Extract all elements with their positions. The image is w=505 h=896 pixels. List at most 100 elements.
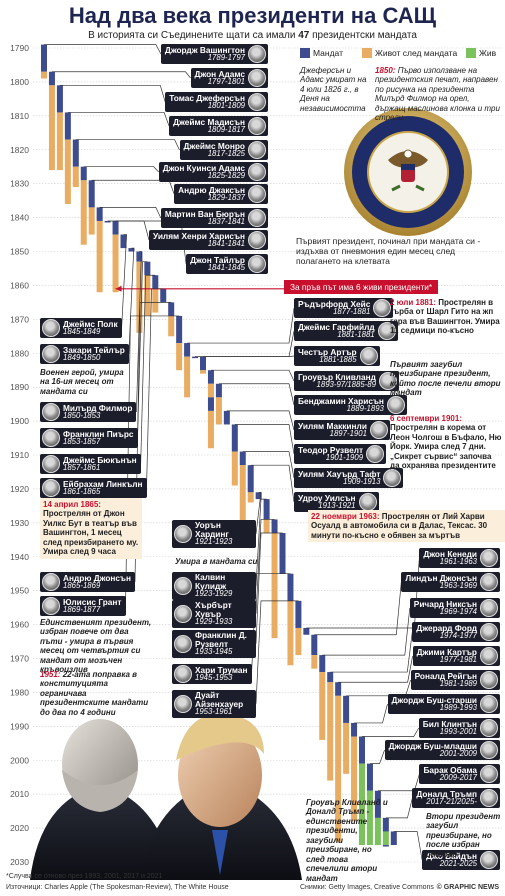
annotation-text: Втори президент загубил преизбиране, но … <box>426 812 501 859</box>
president-years: 1901-1909 <box>325 453 364 463</box>
president-label: Джордж Буш-младши 2001-2009 <box>384 740 500 760</box>
term-bar <box>160 288 167 303</box>
president-years: 1913-1921 <box>318 501 356 511</box>
president-label: Бенджамин Харисън 1889-1893 <box>294 395 407 415</box>
y-tick-label: 1840 <box>10 213 29 223</box>
president-photo <box>248 45 266 63</box>
president-name: Доналд Тръмп <box>416 788 477 799</box>
y-tick-label: 1930 <box>10 518 29 528</box>
connector <box>255 600 299 704</box>
president-label: Джордж Вашингтон 1789-1797 <box>160 44 268 64</box>
annotation-text: Първият загубил преизбиране президент, к… <box>390 360 501 398</box>
president-name: Джеймс Бюкънън <box>63 454 137 465</box>
seal-shield-top <box>401 164 415 170</box>
president-years: 1817-1825 <box>207 149 245 159</box>
label-text: Гроувър Кливланд 1893-97/1885-89 <box>298 372 376 390</box>
annotation-text: Умира в мандата си <box>175 557 258 566</box>
president-name: Уилям Хенри Харисън <box>152 230 245 241</box>
after-office-bar <box>56 112 63 171</box>
president-years: 1893-97/1885-89 <box>316 380 376 390</box>
annotation: 1951: 22-ата поправка в конституцията ог… <box>40 670 152 717</box>
label-text: Барак Обама 2009-2017 <box>423 764 477 783</box>
connector <box>218 383 295 406</box>
after-office-bar <box>231 451 238 486</box>
y-tick-label: 1960 <box>10 620 29 630</box>
president-photo <box>42 345 60 363</box>
president-label: Джордж Буш-старши 1989-1993 <box>387 694 500 714</box>
president-photo <box>248 185 266 203</box>
term-bar <box>120 234 127 249</box>
label-text: Юлисис Грант 1869-1877 <box>63 597 122 615</box>
y-tick-label: 1900 <box>10 416 29 426</box>
after-office-bar <box>311 655 318 669</box>
president-label: Гроувър Кливланд 1893-97/1885-89 <box>294 371 399 391</box>
label-text: Удроу Уилсън 1913-1921 <box>298 493 356 511</box>
after-office-bar <box>41 71 47 79</box>
president-photo <box>480 851 498 869</box>
label-text: Линдън Джонсън 1963-1969 <box>405 573 477 591</box>
annotation-text: 22-ата поправка в конституцията огранича… <box>40 670 149 717</box>
after-office-bar <box>176 343 183 371</box>
connectors <box>44 44 423 861</box>
president-name: Барак Обама <box>423 764 477 775</box>
annotation-lead: 22 ноември 1963: <box>311 512 380 521</box>
president-name: Теодор Рузвелт <box>298 444 364 455</box>
credit: © GRAPHIC NEWS <box>436 884 499 891</box>
president-photo <box>480 741 498 759</box>
president-years: 1841-1845 <box>207 263 245 273</box>
president-label: Барак Обама 2009-2017 <box>419 764 500 784</box>
president-label: Джими Картър 1977-1981 <box>412 646 500 666</box>
label-text: Уорън Хардинг 1921-1923 <box>195 521 252 547</box>
president-photo <box>174 576 192 595</box>
alive-bar <box>382 831 389 846</box>
after-office-bar <box>184 356 191 398</box>
term-bar <box>72 139 79 167</box>
y-tick-label: 1920 <box>10 484 29 494</box>
president-label: Томас Джеферсън 1801-1809 <box>165 92 268 112</box>
president-years: 1850-1853 <box>63 411 101 421</box>
legend-item: Живот след мандата <box>362 48 457 58</box>
connector <box>250 464 295 503</box>
president-name: Франклин Д. Рузвелт <box>195 630 247 649</box>
mandate-count: 47 <box>298 30 310 41</box>
label-text: Милърд Филмор 1850-1853 <box>63 402 133 421</box>
president-name: Милърд Филмор <box>63 402 133 413</box>
y-tick-label: 1860 <box>10 280 29 290</box>
y-tick-label: 1810 <box>10 111 29 121</box>
label-text: Джордж Буш-младши 2001-2009 <box>389 741 477 759</box>
title: Над два века президенти на САЩ <box>68 3 437 28</box>
after-office-bar <box>271 533 278 639</box>
y-tick-label: 1800 <box>10 77 29 87</box>
president-years: 1869-1877 <box>63 605 101 615</box>
president-name: Томас Джеферсън <box>169 92 245 103</box>
label-text: Джеймс Гарфийлд 1881-1881 <box>298 322 375 340</box>
president-label: Андрю Джонсън 1865-1869 <box>40 572 135 592</box>
president-photo <box>369 421 388 439</box>
annotation-text: Първо използване на президентския печат,… <box>375 66 500 123</box>
annotation-text: Единственият президент, избран повече от… <box>40 618 152 675</box>
president-label: Джеймс Полк 1845-1849 <box>40 318 122 338</box>
president-label: Калвин Кулидж 1923-1929 <box>172 572 256 600</box>
portrait-moustache <box>62 770 138 812</box>
president-name: Джон Кенеди <box>423 548 477 559</box>
portrait-hair <box>176 713 264 760</box>
connector <box>44 44 162 55</box>
president-name: Ейбрахам Линкълн <box>63 478 143 489</box>
president-name: Уорън Хардинг <box>195 520 229 539</box>
president-name: Уилям Хауърд Тафт <box>298 468 381 479</box>
president-label: Джеймс Гарфийлд 1881-1881 <box>294 321 398 341</box>
label-text: Джо Байдън 2021-2025 <box>426 851 477 869</box>
term-bar <box>295 600 302 628</box>
after-office-bar <box>327 682 334 781</box>
annotation-text: Прострелян от Джон Уилкс Бут в театър въ… <box>43 509 139 557</box>
term-bar <box>104 220 111 223</box>
banner-arrow <box>115 285 122 292</box>
president-name: Хари Труман <box>195 664 248 675</box>
label-text: Джими Картър 1977-1981 <box>417 647 477 665</box>
connector <box>362 727 420 737</box>
connector <box>203 355 295 357</box>
president-name: Джордж Буш-старши <box>391 694 478 705</box>
label-text: Ричард Никсън 1969-1974 <box>414 599 477 617</box>
term-bar <box>207 397 214 411</box>
label-text: Джон Кенеди 1961-1963 <box>423 548 477 567</box>
